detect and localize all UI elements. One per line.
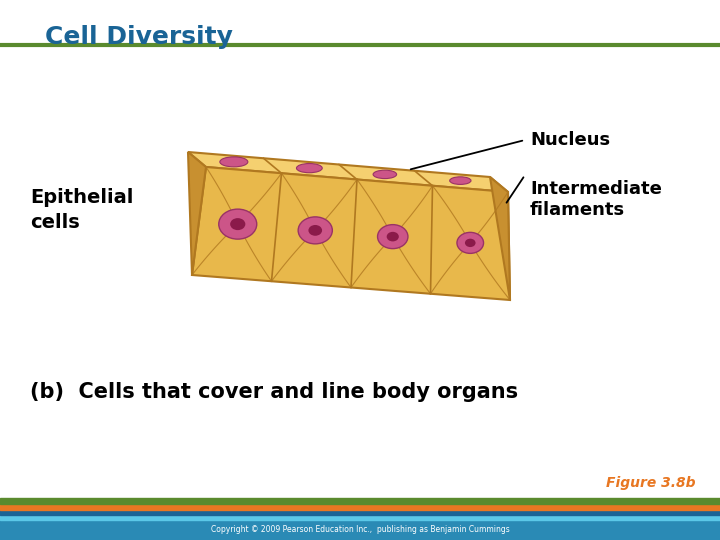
Ellipse shape: [230, 218, 246, 230]
Bar: [0, 520, 720, 540]
Bar: [0, 498, 720, 504]
Ellipse shape: [219, 209, 257, 239]
Text: Epithelial
cells: Epithelial cells: [30, 188, 133, 232]
Polygon shape: [192, 167, 510, 300]
Ellipse shape: [298, 217, 333, 244]
Bar: [0, 504, 720, 510]
Bar: [0, 515, 720, 520]
Ellipse shape: [220, 157, 248, 167]
Ellipse shape: [308, 225, 322, 236]
Ellipse shape: [373, 170, 397, 179]
Polygon shape: [490, 177, 510, 300]
Polygon shape: [188, 152, 508, 192]
Text: (b)  Cells that cover and line body organs: (b) Cells that cover and line body organ…: [30, 382, 518, 402]
Polygon shape: [188, 152, 206, 275]
Ellipse shape: [297, 164, 323, 173]
Text: Cell Diversity: Cell Diversity: [45, 25, 233, 49]
Text: Intermediate
filaments: Intermediate filaments: [530, 180, 662, 219]
Ellipse shape: [465, 239, 476, 247]
Ellipse shape: [387, 232, 399, 241]
Bar: [0, 510, 720, 515]
Ellipse shape: [450, 177, 471, 185]
Ellipse shape: [457, 232, 484, 253]
Text: Nucleus: Nucleus: [530, 131, 610, 149]
Text: Copyright © 2009 Pearson Education Inc.,  publishing as Benjamin Cummings: Copyright © 2009 Pearson Education Inc.,…: [211, 525, 509, 535]
Text: Figure 3.8b: Figure 3.8b: [606, 476, 695, 490]
Ellipse shape: [377, 225, 408, 248]
